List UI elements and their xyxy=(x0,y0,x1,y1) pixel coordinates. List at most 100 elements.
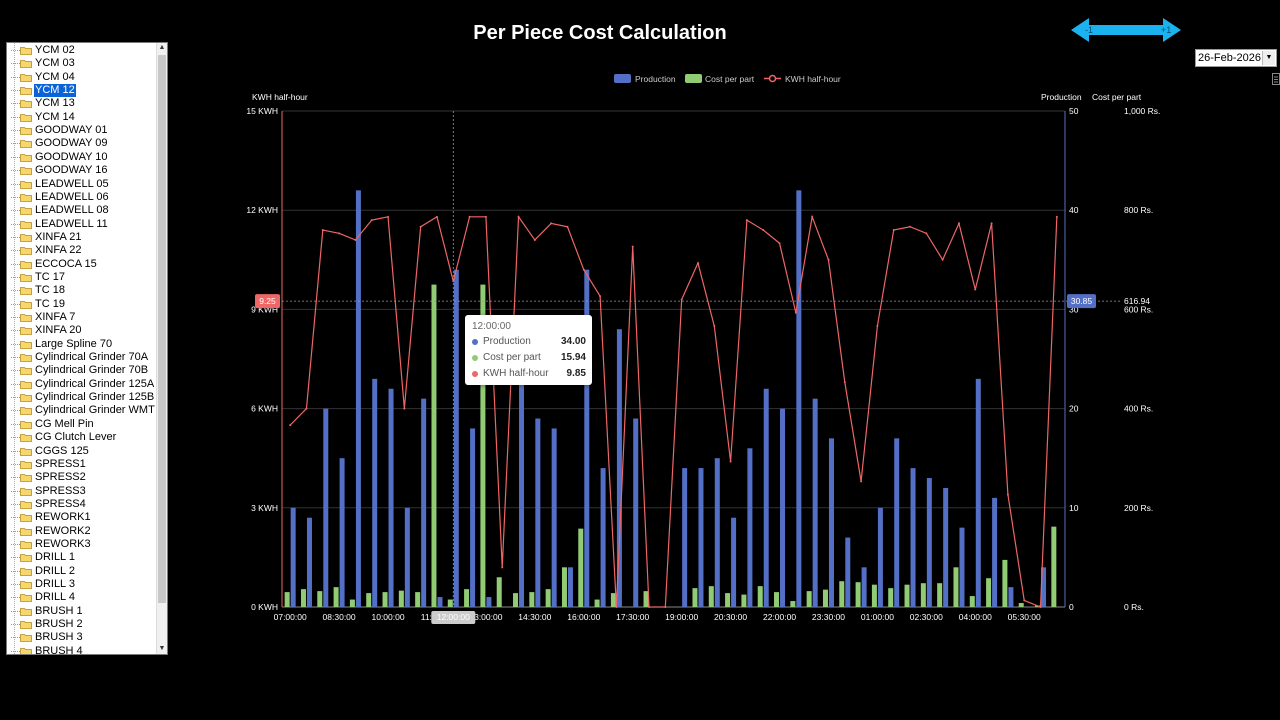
kwh-point[interactable] xyxy=(876,324,879,327)
kwh-point[interactable] xyxy=(599,295,602,298)
kwh-point[interactable] xyxy=(843,381,846,384)
production-bar[interactable] xyxy=(355,190,361,608)
kwh-point[interactable] xyxy=(1039,606,1042,608)
cost-bar[interactable] xyxy=(708,586,714,607)
kwh-point[interactable] xyxy=(1055,215,1058,218)
kwh-point[interactable] xyxy=(468,215,471,218)
kwh-point[interactable] xyxy=(370,219,373,222)
cost-bar[interactable] xyxy=(349,599,355,607)
kwh-point[interactable] xyxy=(566,225,569,228)
cost-bar[interactable] xyxy=(920,583,926,607)
kwh-point[interactable] xyxy=(1006,493,1009,496)
cost-bar[interactable] xyxy=(366,593,372,607)
cost-bar[interactable] xyxy=(496,577,502,607)
cost-bar[interactable] xyxy=(415,592,421,607)
production-bar[interactable] xyxy=(551,428,557,607)
cost-bar[interactable] xyxy=(578,528,584,607)
production-bar[interactable] xyxy=(633,418,639,607)
kwh-point[interactable] xyxy=(419,225,422,228)
cost-bar[interactable] xyxy=(610,593,616,607)
production-bar[interactable] xyxy=(453,269,459,607)
production-bar[interactable] xyxy=(372,378,378,607)
cost-bar[interactable] xyxy=(953,567,959,607)
cost-bar[interactable] xyxy=(757,586,763,607)
cost-bar[interactable] xyxy=(447,599,453,607)
production-bar[interactable] xyxy=(959,527,965,607)
cost-bar[interactable] xyxy=(545,589,551,607)
cost-bar[interactable] xyxy=(1018,603,1024,607)
production-bar[interactable] xyxy=(323,408,329,607)
production-bar[interactable] xyxy=(306,517,312,607)
cost-bar[interactable] xyxy=(480,284,486,607)
production-bar[interactable] xyxy=(421,398,427,607)
list-scrollbar[interactable]: ▲ ▼ xyxy=(156,43,167,654)
cost-bar[interactable] xyxy=(871,584,877,607)
cost-bar[interactable] xyxy=(513,593,519,607)
kwh-point[interactable] xyxy=(778,242,781,245)
kwh-point[interactable] xyxy=(941,258,944,261)
kwh-point[interactable] xyxy=(354,238,357,241)
kwh-point[interactable] xyxy=(827,258,830,261)
production-bar[interactable] xyxy=(828,438,834,607)
kwh-point[interactable] xyxy=(631,245,634,248)
production-bar[interactable] xyxy=(796,190,802,608)
kwh-point[interactable] xyxy=(615,606,618,608)
kwh-point[interactable] xyxy=(289,424,292,427)
cost-bar[interactable] xyxy=(839,581,845,607)
production-bar[interactable] xyxy=(567,567,573,607)
production-bar[interactable] xyxy=(1008,587,1014,607)
production-bar[interactable] xyxy=(894,438,900,607)
cost-bar[interactable] xyxy=(561,567,567,607)
kwh-point[interactable] xyxy=(794,311,797,314)
cost-bar[interactable] xyxy=(855,582,861,607)
cost-bar[interactable] xyxy=(284,592,290,607)
date-select[interactable]: 26-Feb-2026 ▼ xyxy=(1195,49,1277,67)
cost-bar[interactable] xyxy=(806,591,812,607)
next-day-button[interactable]: +1 xyxy=(1126,18,1181,42)
cost-bar[interactable] xyxy=(594,599,600,607)
cost-bar[interactable] xyxy=(937,583,943,607)
kwh-point[interactable] xyxy=(729,460,732,463)
kwh-point[interactable] xyxy=(811,215,814,218)
production-bar[interactable] xyxy=(747,448,753,607)
kwh-point[interactable] xyxy=(533,238,536,241)
production-bar[interactable] xyxy=(290,507,296,607)
cost-bar[interactable] xyxy=(398,590,404,607)
production-bar[interactable] xyxy=(404,507,410,607)
kwh-point[interactable] xyxy=(338,232,341,235)
kwh-point[interactable] xyxy=(860,480,863,483)
cost-bar[interactable] xyxy=(529,592,535,607)
kwh-point[interactable] xyxy=(403,407,406,410)
production-bar[interactable] xyxy=(486,597,492,607)
production-bar[interactable] xyxy=(616,329,622,607)
cost-bar[interactable] xyxy=(1051,526,1057,607)
cost-bar[interactable] xyxy=(300,589,306,607)
production-bar[interactable] xyxy=(519,378,525,607)
kwh-point[interactable] xyxy=(745,219,748,222)
cost-bar[interactable] xyxy=(725,593,731,607)
kwh-point[interactable] xyxy=(990,222,993,225)
kwh-point[interactable] xyxy=(321,229,324,232)
production-bar[interactable] xyxy=(780,408,786,607)
kwh-point[interactable] xyxy=(305,407,308,410)
kwh-point[interactable] xyxy=(696,262,699,265)
cost-bar[interactable] xyxy=(643,591,649,607)
production-bar[interactable] xyxy=(437,597,443,607)
production-bar[interactable] xyxy=(992,497,998,607)
cost-bar[interactable] xyxy=(986,578,992,607)
cost-bar[interactable] xyxy=(790,601,796,607)
production-bar[interactable] xyxy=(926,478,932,607)
kwh-point[interactable] xyxy=(925,232,928,235)
kwh-point[interactable] xyxy=(387,215,390,218)
production-bar[interactable] xyxy=(682,468,688,607)
legend-kwh[interactable]: KWH half-hour xyxy=(764,74,841,84)
production-bar[interactable] xyxy=(339,458,345,607)
cost-bar[interactable] xyxy=(431,284,437,607)
production-bar[interactable] xyxy=(731,517,737,607)
cost-bar[interactable] xyxy=(692,588,698,607)
production-bar[interactable] xyxy=(714,458,720,607)
production-bar[interactable] xyxy=(535,418,541,607)
production-bar[interactable] xyxy=(584,269,590,607)
cost-bar[interactable] xyxy=(1002,559,1008,607)
production-bar[interactable] xyxy=(600,468,606,607)
